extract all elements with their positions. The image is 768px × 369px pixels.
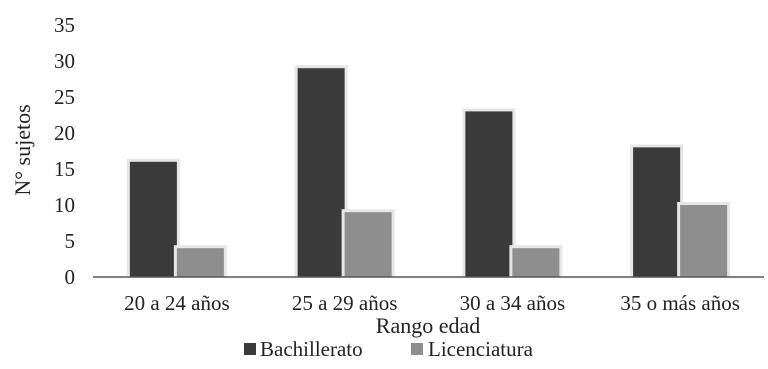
bar-bachillerato-3 — [633, 147, 681, 277]
legend: Bachillerato Licenciatura — [244, 337, 534, 361]
y-tick-label: 25 — [54, 85, 75, 109]
legend-label-bachillerato: Bachillerato — [260, 337, 363, 361]
bar-bachillerato-1 — [297, 68, 345, 277]
y-tick-label: 10 — [54, 193, 75, 217]
bar-licenciatura-3 — [680, 205, 728, 277]
y-tick-label: 15 — [54, 157, 75, 181]
legend-swatch-bachillerato — [244, 343, 256, 355]
y-tick-label: 35 — [54, 13, 75, 37]
x-axis-title: Rango edad — [376, 313, 480, 338]
x-axis-ticks: 20 a 24 años 25 a 29 años 30 a 34 años 35 o… — [124, 291, 740, 315]
bar-bachillerato-0 — [129, 161, 177, 277]
bar-licenciatura-1 — [344, 212, 392, 277]
y-tick-label: 20 — [54, 121, 75, 145]
y-axis-title: N° sujetos — [10, 104, 35, 195]
bar-licenciatura-2 — [512, 248, 560, 277]
x-tick-label: 35 o más años — [620, 291, 740, 315]
legend-label-licenciatura: Licenciatura — [428, 337, 534, 361]
legend-swatch-licenciatura — [411, 343, 423, 355]
y-tick-label: 0 — [65, 265, 76, 289]
y-tick-label: 5 — [65, 229, 76, 253]
bar-licenciatura-0 — [176, 248, 224, 277]
bars — [126, 65, 731, 278]
x-tick-label: 20 a 24 años — [124, 291, 230, 315]
bar-bachillerato-2 — [465, 111, 513, 278]
x-tick-label: 25 a 29 años — [292, 291, 398, 315]
y-tick-label: 30 — [54, 49, 75, 73]
x-tick-label: 30 a 34 años — [460, 291, 566, 315]
y-axis-ticks: 0 5 10 15 20 25 30 35 — [54, 13, 75, 289]
